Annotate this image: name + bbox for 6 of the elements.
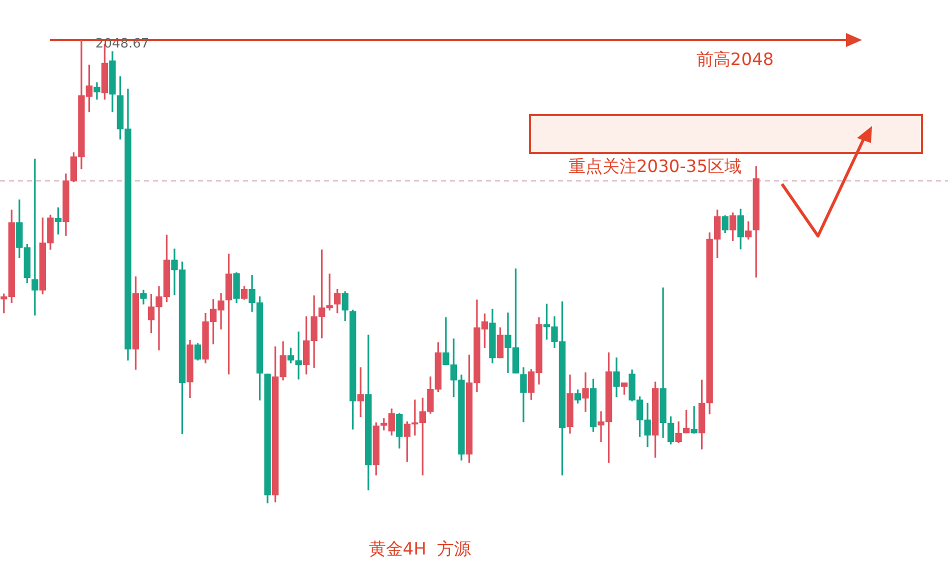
candlestick xyxy=(295,332,302,380)
band-label: 重点关注2030-35区域 xyxy=(568,156,742,177)
candlestick xyxy=(660,288,666,438)
annotation: 2048.67 xyxy=(95,36,150,52)
text: 黄金4H 方源 xyxy=(368,539,472,560)
ref-line-label: 前高2048 xyxy=(696,50,774,70)
